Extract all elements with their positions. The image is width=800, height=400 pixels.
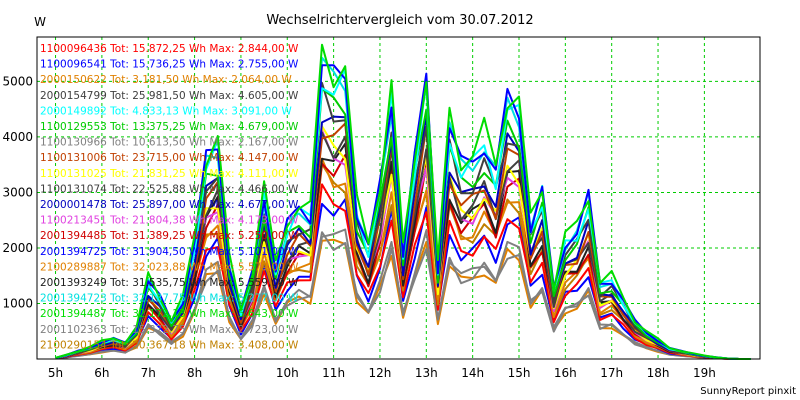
x-tick-label-2: 7h <box>141 366 156 380</box>
x-tick-label-13: 18h <box>647 366 670 380</box>
legend-entry-17: 2001394487 Tot: 32.172,13 Wh Max: 5.643,… <box>40 308 299 320</box>
legend-entry-12: 2001394485 Tot: 31.389,25 Wh Max: 5.250,… <box>40 230 299 242</box>
y-tick-labels: 1000 2000 3000 4000 5000 <box>2 74 33 310</box>
x-tick-label-11: 16h <box>554 366 577 380</box>
x-tick-label-4: 9h <box>233 366 248 380</box>
x-tick-label-8: 13h <box>415 366 438 380</box>
series-line-1100096436 <box>55 183 751 360</box>
legend-entry-10: 2000001478 Tot: 25.897,00 Wh Max: 4.677,… <box>40 199 299 211</box>
series-line-2001394487 <box>55 43 751 360</box>
x-tick-label-3: 8h <box>187 366 202 380</box>
legend: 1100096436 Tot: 15.872,25 Wh Max: 2.844,… <box>40 43 299 351</box>
legend-entry-2: 2000150622 Tot: 3.181,50 Wh Max: 2.064,0… <box>40 74 292 86</box>
legend-entry-8: 1100131025 Tot: 21.831,25 Wh Max: 4.111,… <box>40 168 299 180</box>
x-tick-label-5: 10h <box>276 366 299 380</box>
y-tick-label-4: 5000 <box>2 74 33 88</box>
legend-entry-13: 2001394725 Tot: 31.904,50 Wh Max: 5.101,… <box>40 246 299 258</box>
legend-entry-5: 1100129553 Tot: 13.375,25 Wh Max: 4.679,… <box>40 121 299 133</box>
plot-frame <box>36 36 761 360</box>
x-tick-label-9: 14h <box>461 366 484 380</box>
legend-entry-0: 1100096436 Tot: 15.872,25 Wh Max: 2.844,… <box>40 43 299 55</box>
legend-entry-11: 1100213451 Tot: 21.804,38 Wh Max: 4.173,… <box>40 215 299 227</box>
x-tick-labels: 5h 6h 7h 8h 9h 10h 11h 12h 13h 14h 15h 16h 17h 18h 19h <box>48 366 716 380</box>
legend-entry-4: 2000149892 Tot: 4.833,13 Wh Max: 3.091,0… <box>40 105 292 117</box>
x-tick-label-7: 12h <box>369 366 392 380</box>
legend-entry-15: 2001393249 Tot: 31.535,75 Wh Max: 5.559,… <box>40 277 299 289</box>
legend-entry-19: 2100290154 Tot: 20.367,18 Wh Max: 3.408,… <box>40 339 299 351</box>
legend-entry-6: 1100130966 Tot: 10.613,50 Wh Max: 2.167,… <box>40 137 299 149</box>
series-line-2001102363 <box>55 228 751 360</box>
y-tick-label-0: 1000 <box>2 296 33 310</box>
legend-entry-9: 1100131074 Tot: 22.525,88 Wh Max: 4.466,… <box>40 183 299 195</box>
y-tick-label-2: 3000 <box>2 185 33 199</box>
footer-credit: SunnyReport pinxit <box>700 386 796 397</box>
x-tick-label-1: 6h <box>94 366 109 380</box>
legend-entry-14: 2100289887 Tot: 32.023,88 Wh Max: 5.579,… <box>40 261 299 273</box>
x-tick-label-0: 5h <box>48 366 63 380</box>
x-tick-label-6: 11h <box>322 366 345 380</box>
legend-entry-3: 2000154799 Tot: 25.981,50 Wh Max: 4.605,… <box>40 90 299 102</box>
legend-entry-16: 2001394723 Tot: 32.137,75 Wh Max: 5.277,… <box>40 293 299 305</box>
x-tick-label-10: 15h <box>508 366 531 380</box>
legend-entry-1: 1100096541 Tot: 15.736,25 Wh Max: 2.755,… <box>40 59 299 71</box>
y-tick-label-1: 2000 <box>2 241 33 255</box>
series-lines <box>55 43 751 360</box>
legend-entry-18: 2001102363 Tot: 15.372,75 Wh Max: 2.723,… <box>40 324 299 336</box>
chart-title: Wechselrichtervergleich vom 30.07.2012 <box>266 13 533 28</box>
y-tick-label-3: 4000 <box>2 130 33 144</box>
y-axis-label: W <box>34 15 46 29</box>
legend-entry-7: 1100131006 Tot: 23.715,00 Wh Max: 4.147,… <box>40 152 299 164</box>
x-tick-label-12: 17h <box>600 366 623 380</box>
x-tick-label-14: 19h <box>693 366 716 380</box>
